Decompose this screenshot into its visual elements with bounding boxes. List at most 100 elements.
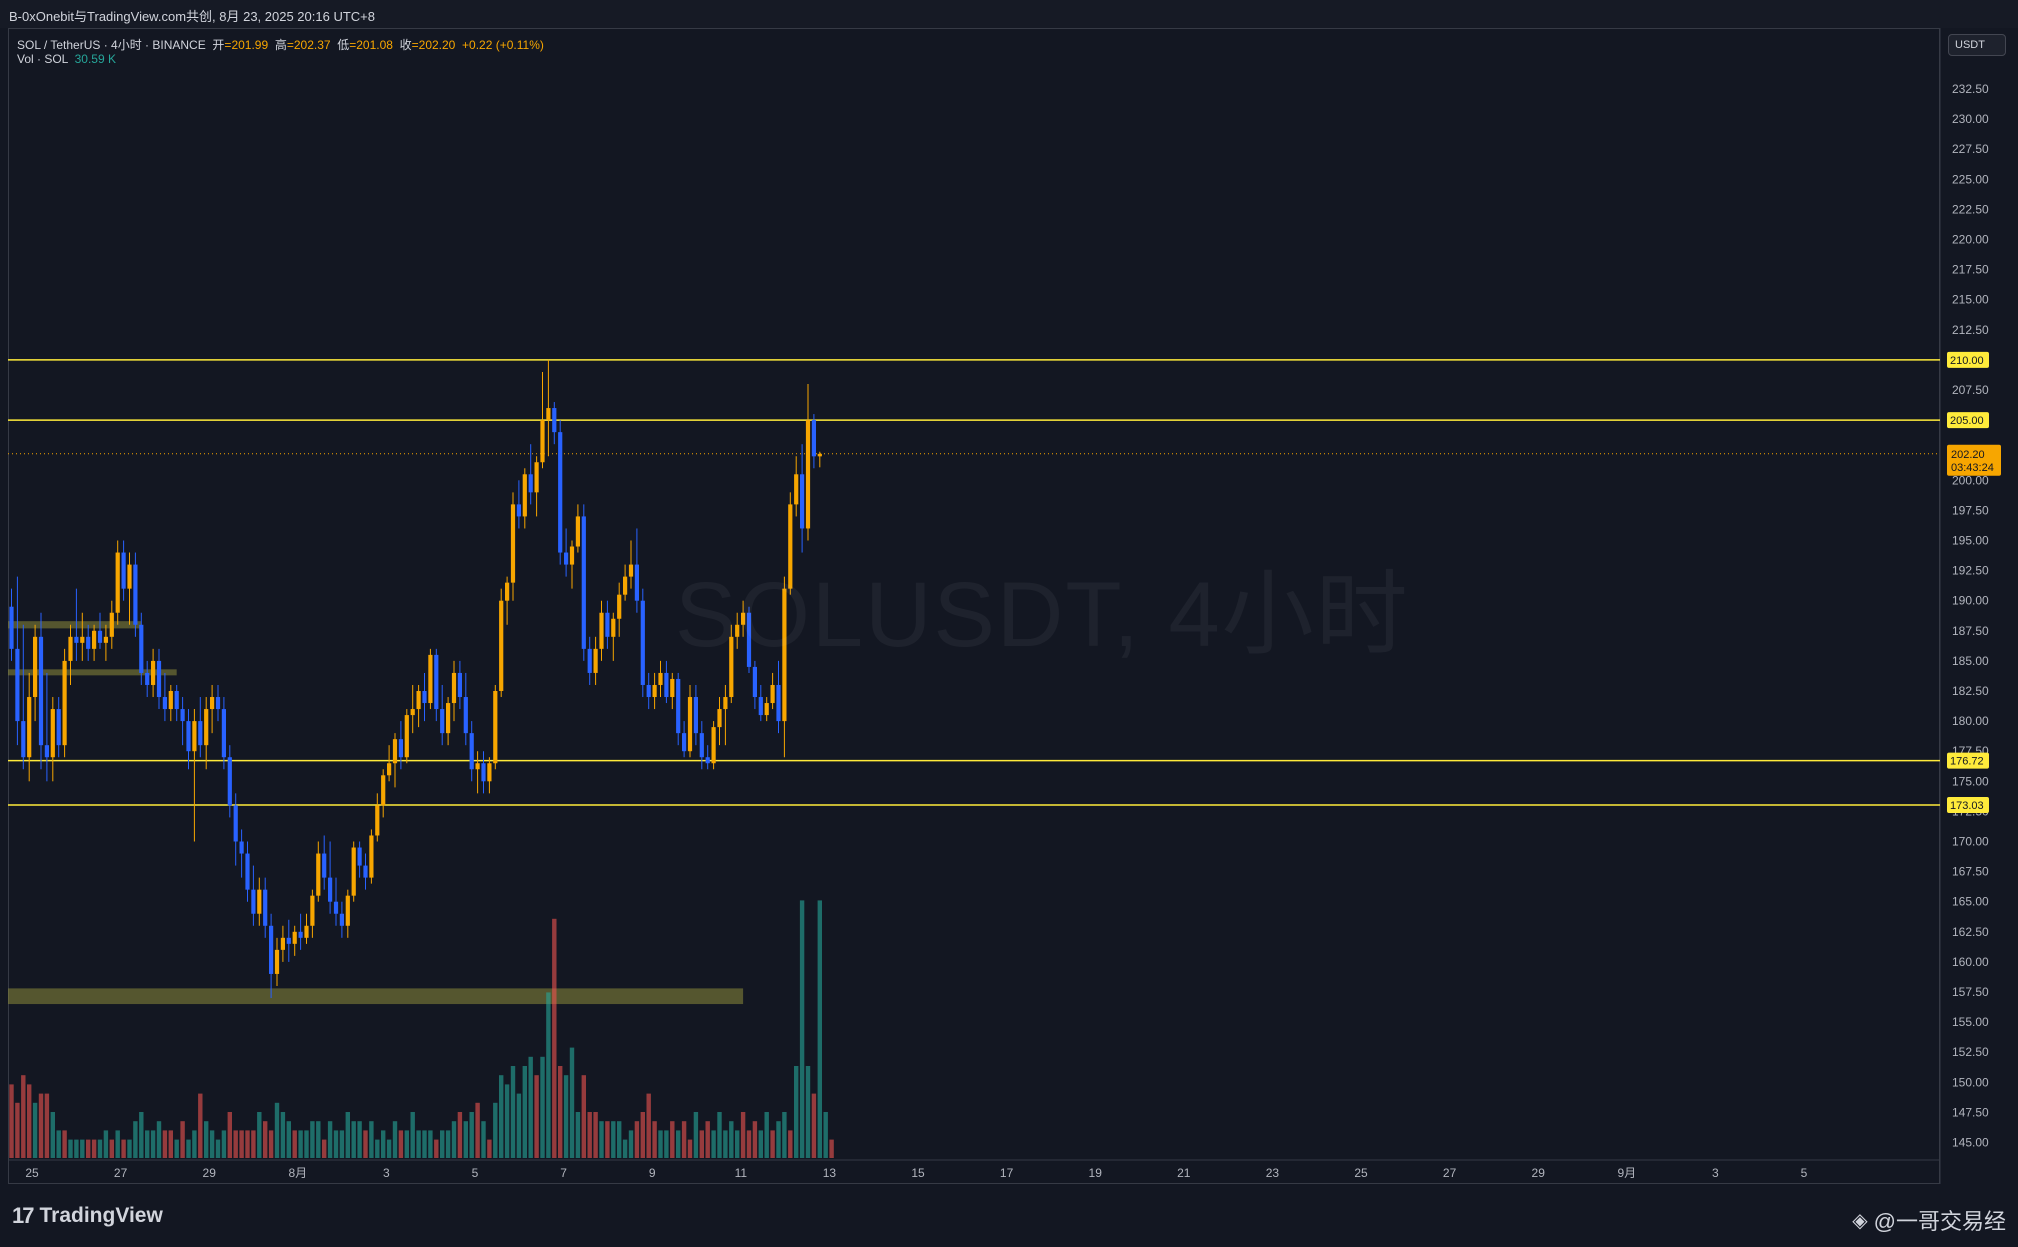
volume-bar	[493, 1102, 498, 1158]
candle	[723, 684, 728, 746]
candle	[469, 721, 474, 782]
volume-bar	[717, 1112, 722, 1158]
candle-body	[670, 678, 675, 698]
level-badge	[1947, 412, 1989, 429]
low-value: =201.08	[349, 38, 393, 52]
price-axis[interactable]: 232.50 230.00 227.50 225.00 222.50 220.00 217.…	[1952, 82, 1989, 1150]
candle	[345, 889, 350, 938]
candle-body	[156, 660, 162, 698]
volume-bar	[80, 1139, 85, 1158]
level-badge-label: 210.00	[1950, 355, 1984, 367]
candle	[381, 769, 386, 818]
volume-bar	[522, 1066, 527, 1158]
volume-legend[interactable]: Vol · SOL 30.59 K	[17, 52, 116, 66]
candle	[475, 751, 480, 794]
candle	[811, 414, 816, 469]
candle-body	[263, 889, 268, 926]
candlestick-chart[interactable]: 232.50 230.00 227.50 225.00 222.50 220.00 217.…	[0, 0, 2018, 1184]
candle-body	[652, 684, 657, 698]
candle	[215, 684, 221, 722]
candle	[717, 697, 722, 746]
price-tick-label: 155.00	[1952, 1015, 1989, 1029]
candle	[640, 588, 645, 698]
volume-bar	[292, 1130, 297, 1158]
candle	[805, 383, 811, 541]
price-tick-label: 192.50	[1952, 564, 1989, 578]
candle	[682, 721, 687, 758]
candle	[68, 624, 73, 685]
candle	[322, 835, 327, 890]
candle	[304, 913, 309, 944]
volume-bar	[599, 1121, 604, 1158]
candle-body	[333, 901, 339, 914]
candle	[481, 751, 486, 794]
volume-bar	[133, 1121, 138, 1158]
time-axis[interactable]: 25 27 29 8月 3 5 7 9 11 13 15 17 19 21 23 25 27 29 9月 3 5	[25, 1166, 1807, 1180]
candle-body	[351, 847, 356, 896]
volume-bar	[62, 1130, 67, 1158]
level-lines[interactable]	[8, 359, 1940, 806]
share-header: B-0xOnebit与TradingView.com共创, 8月 23, 202…	[0, 0, 2018, 28]
candle	[86, 624, 91, 661]
open-label: 开	[212, 38, 225, 52]
candle	[15, 576, 20, 746]
candle	[192, 709, 197, 842]
time-tick-label: 3	[1712, 1166, 1719, 1180]
volume-bar	[504, 1084, 510, 1158]
share-text: B-0xOnebit与TradingView.com共创, 8月 23, 202…	[9, 9, 375, 24]
volume-bar	[186, 1139, 191, 1158]
candle-body	[564, 552, 569, 565]
currency-selector[interactable]: USDT	[1948, 34, 2006, 56]
candle	[133, 552, 138, 637]
candle-body	[510, 504, 516, 583]
candle-body	[56, 709, 61, 746]
candle	[434, 648, 439, 722]
candle	[392, 733, 398, 788]
volume-bar	[268, 1130, 274, 1158]
volume-bar	[658, 1130, 663, 1158]
candle	[109, 600, 114, 649]
candle-body	[811, 420, 816, 457]
volume-bar	[799, 900, 805, 1158]
time-tick-label: 27	[114, 1166, 128, 1180]
volume-bar	[298, 1130, 303, 1158]
candle-body	[80, 636, 85, 643]
candle-body	[50, 709, 55, 758]
volume-value: 30.59 K	[74, 52, 116, 66]
candle	[499, 588, 504, 698]
volume-bar	[91, 1139, 97, 1158]
time-tick-label: 9月	[1617, 1166, 1636, 1180]
candle-body	[794, 474, 799, 505]
volume-bar	[558, 1066, 563, 1158]
candle-body	[717, 709, 722, 728]
candle	[451, 660, 457, 722]
volume-bar	[168, 1130, 173, 1158]
candle	[735, 612, 740, 649]
candle	[623, 564, 628, 601]
candle-body	[68, 636, 73, 661]
candle-body	[416, 691, 421, 710]
candle-body	[257, 889, 262, 914]
candle	[634, 528, 639, 613]
tradingview-logo[interactable]: 17 TradingView	[12, 1203, 163, 1229]
candle	[752, 660, 757, 710]
ohlc-legend[interactable]: SOL / TetherUS · 4小时 · BINANCE 开=201.99 …	[17, 36, 544, 53]
candle	[652, 672, 657, 710]
candle	[758, 684, 763, 722]
candle	[646, 672, 651, 710]
candle-body	[711, 727, 716, 764]
candle	[593, 636, 598, 685]
volume-bar	[44, 1093, 50, 1158]
candle	[97, 612, 103, 649]
volume-bar	[693, 1112, 699, 1158]
candle-body	[62, 660, 67, 746]
level-badge	[1947, 797, 1989, 814]
candle-body	[233, 805, 238, 842]
volume-bar	[735, 1130, 740, 1158]
price-tick-label: 220.00	[1952, 233, 1989, 247]
price-tick-label: 212.50	[1952, 323, 1989, 337]
volume-bar	[640, 1112, 645, 1158]
volume-bar	[357, 1121, 362, 1158]
candle	[357, 841, 362, 878]
symbol-title[interactable]: SOL / TetherUS · 4小时 · BINANCE	[17, 38, 206, 52]
